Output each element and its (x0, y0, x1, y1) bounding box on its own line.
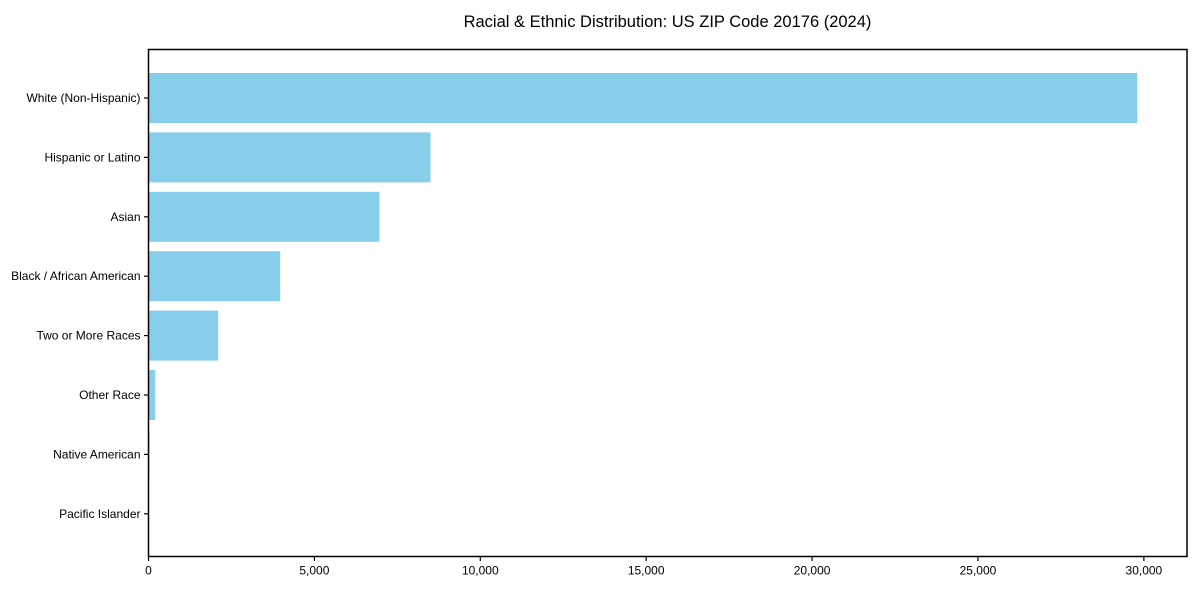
y-tick-label: Black / African American (11, 269, 140, 283)
x-tick-label: 0 (145, 563, 152, 577)
y-tick-label: Other Race (79, 388, 141, 402)
bar (148, 73, 1138, 123)
y-tick-label: Pacific Islander (59, 507, 140, 521)
bar (148, 370, 156, 420)
y-tick-label: White (Non-Hispanic) (26, 91, 140, 105)
x-tick-label: 15,000 (628, 563, 665, 577)
x-tick-label: 25,000 (960, 563, 997, 577)
x-tick-label: 30,000 (1126, 563, 1163, 577)
axis-frame (147, 48, 1188, 558)
y-tick-label: Hispanic or Latino (44, 150, 140, 164)
bar (148, 251, 281, 302)
x-tick-label: 20,000 (794, 563, 831, 577)
bar (148, 310, 219, 361)
y-tick-label: Asian (110, 210, 140, 224)
bar (148, 191, 380, 242)
bar (148, 132, 431, 183)
chart-title: Racial & Ethnic Distribution: US ZIP Cod… (463, 13, 872, 31)
y-tick-label: Native American (53, 447, 140, 461)
y-tick-label: Two or More Races (36, 329, 140, 343)
x-tick-label: 5,000 (299, 563, 329, 577)
x-tick-label: 10,000 (462, 563, 499, 577)
